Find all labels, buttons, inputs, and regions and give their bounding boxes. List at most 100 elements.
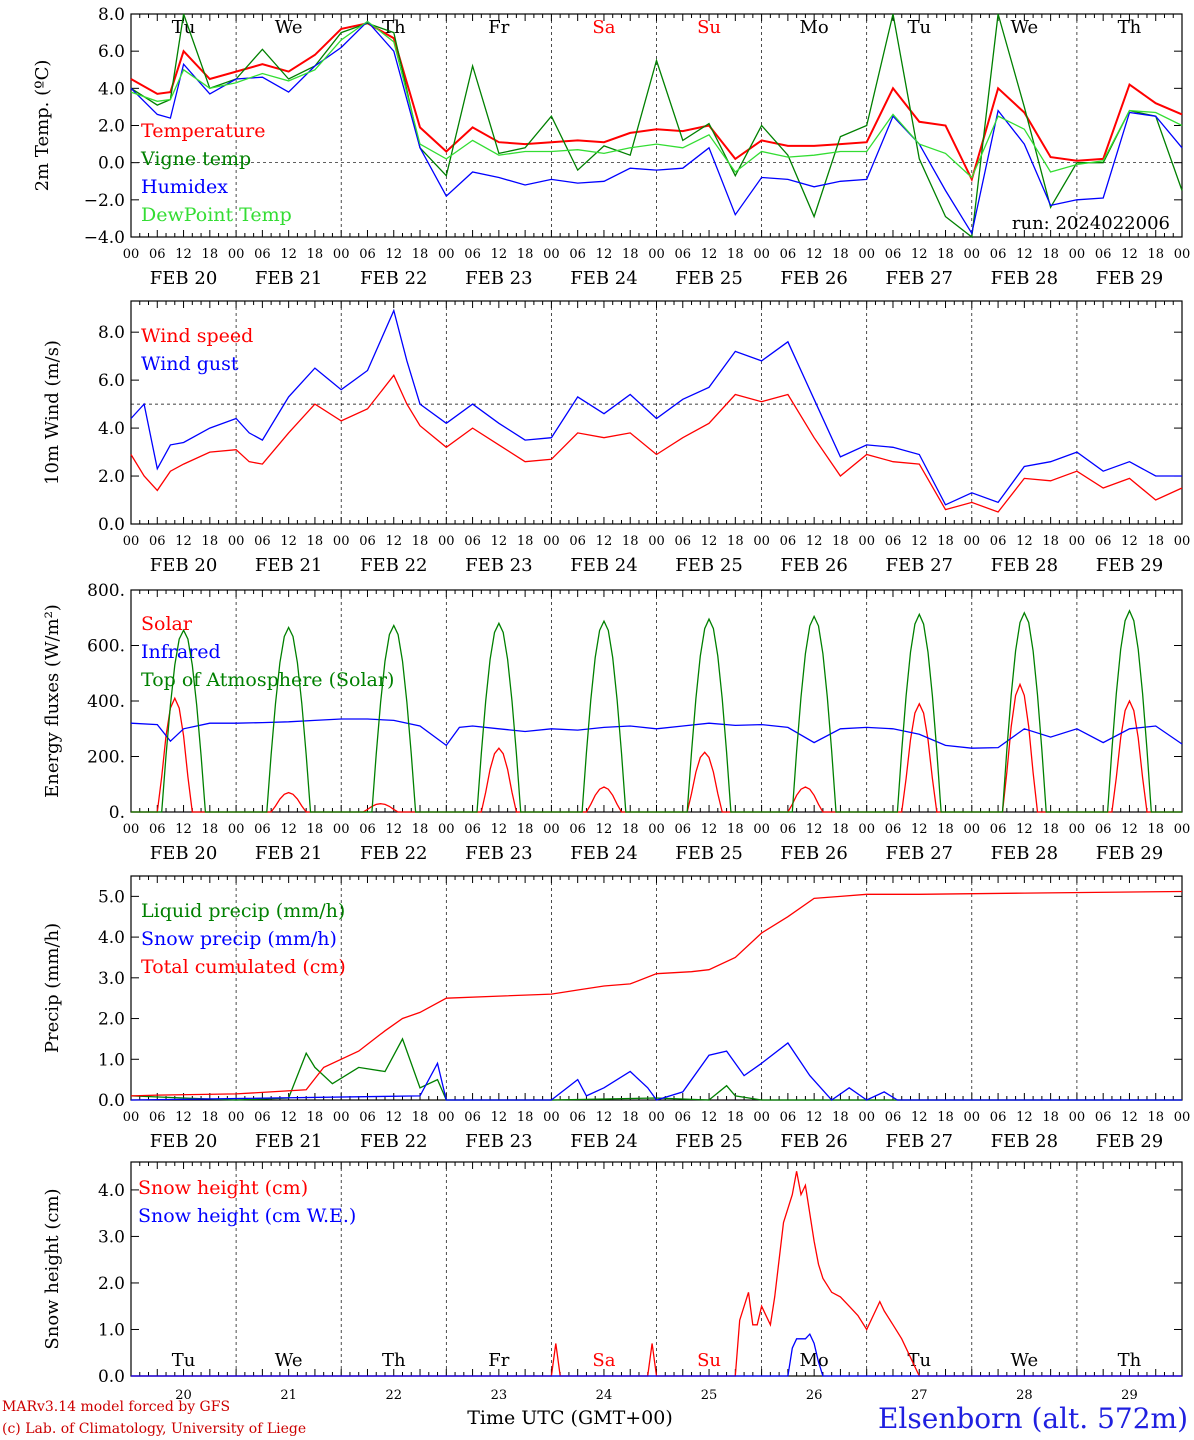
hour-label: 12 [806, 534, 823, 549]
day-number: 20 [175, 1388, 192, 1403]
hour-label: 18 [412, 247, 429, 262]
y-tick-label: 2.0 [98, 1010, 125, 1030]
day-number: 25 [701, 1388, 718, 1403]
legend-entry: Temperature [141, 120, 265, 142]
hour-label: 12 [491, 1110, 508, 1125]
y-tick-label: −2.0 [84, 191, 125, 211]
date-label: FEB 27 [886, 1131, 953, 1152]
hour-label: 06 [990, 1110, 1007, 1125]
series-wind-gust [130, 308, 1182, 506]
weekday-label: Sa [592, 17, 615, 38]
y-axis-label: Snow height (cm) [42, 1188, 63, 1349]
hour-label: 18 [517, 534, 534, 549]
hour-label: 06 [1095, 822, 1112, 837]
hour-label: 00 [1069, 247, 1086, 262]
series-top-of-atmosphere-solar- [131, 609, 1182, 813]
weekday-label: Mo [800, 1350, 829, 1371]
hour-label: 18 [412, 822, 429, 837]
hour-label: 18 [622, 534, 639, 549]
day-number: 24 [596, 1388, 613, 1403]
day-number: 21 [280, 1388, 297, 1403]
hour-label: 06 [780, 247, 797, 262]
series-vigne-temp [130, 13, 1183, 239]
hour-label: 18 [832, 247, 849, 262]
date-label: FEB 21 [255, 268, 322, 289]
day-number: 22 [385, 1388, 402, 1403]
date-label: FEB 23 [465, 555, 532, 576]
date-label: FEB 23 [465, 1131, 532, 1152]
y-tick-label: 2.0 [98, 117, 125, 137]
y-tick-label: 4.0 [98, 928, 125, 948]
hour-label: 00 [1069, 1110, 1086, 1125]
hour-label: 18 [412, 1110, 429, 1125]
hour-label: 00 [648, 1110, 665, 1125]
hour-label: 12 [1016, 247, 1033, 262]
hour-label: 18 [517, 1110, 534, 1125]
date-label: FEB 22 [360, 268, 427, 289]
legend-entry: Humidex [141, 176, 228, 198]
y-tick-label: 6.0 [98, 371, 125, 391]
y-tick-label: 8.0 [98, 5, 125, 25]
date-label: FEB 25 [675, 555, 742, 576]
hour-label: 06 [1095, 1110, 1112, 1125]
y-tick-label: 600. [87, 637, 125, 657]
date-label: FEB 25 [675, 1131, 742, 1152]
hour-label: 12 [385, 247, 402, 262]
hour-label: 12 [491, 822, 508, 837]
x-axis-title: Time UTC (GMT+00) [467, 1407, 673, 1429]
y-tick-label: 2.0 [98, 467, 125, 487]
y-axis-label: 10m Wind (m/s) [42, 340, 63, 485]
y-tick-label: 4.0 [98, 79, 125, 99]
weekday-label: Tu [172, 17, 196, 38]
hour-label: 00 [1174, 534, 1191, 549]
date-label: FEB 26 [780, 555, 847, 576]
legend-entry: Wind gust [141, 353, 239, 375]
hour-label: 06 [1095, 534, 1112, 549]
series-temperature [130, 22, 1183, 183]
date-label: FEB 27 [886, 843, 953, 864]
hour-label: 18 [1147, 1110, 1164, 1125]
panel-2: 8.0 6.0 4.0 2.0 0.0 10m Wind (m/s) 00 06 12 18 00 0… [42, 300, 1191, 576]
hour-label: 18 [937, 534, 954, 549]
hour-label: 00 [543, 1110, 560, 1125]
legend-entry: DewPoint Temp [141, 204, 292, 226]
date-label: FEB 24 [570, 843, 637, 864]
hour-label: 12 [596, 822, 613, 837]
y-axis-label: Precip (mm/h) [42, 923, 63, 1053]
hour-label: 06 [675, 247, 692, 262]
series-snow-height-cm- [131, 1171, 1182, 1377]
hour-label: 00 [753, 1110, 770, 1125]
hour-label: 12 [701, 534, 718, 549]
series-humidex [130, 20, 1183, 236]
hour-label: 12 [1121, 534, 1138, 549]
weekday-label: Tu [907, 17, 931, 38]
hour-label: 06 [885, 1110, 902, 1125]
y-tick-label: 800. [87, 581, 125, 601]
date-label: FEB 22 [360, 843, 427, 864]
day-number: 29 [1121, 1388, 1138, 1403]
hour-label: 12 [1016, 1110, 1033, 1125]
date-label: FEB 20 [150, 555, 217, 576]
hour-label: 00 [858, 822, 875, 837]
hour-label: 00 [858, 1110, 875, 1125]
legend-entry: Snow height (cm) [138, 1177, 308, 1199]
station-name: Elsenborn (alt. 572m) [878, 1402, 1188, 1435]
day-number: 28 [1016, 1388, 1033, 1403]
hour-label: 06 [464, 534, 481, 549]
hour-label: 18 [937, 822, 954, 837]
hour-label: 12 [596, 1110, 613, 1125]
hour-label: 06 [675, 534, 692, 549]
hour-label: 12 [1016, 534, 1033, 549]
hour-label: 00 [123, 822, 140, 837]
hour-label: 06 [569, 822, 586, 837]
weekday-label: Sa [592, 1350, 615, 1371]
date-label: FEB 28 [991, 268, 1058, 289]
hour-label: 12 [175, 247, 192, 262]
day-number: 23 [491, 1388, 508, 1403]
hour-label: 18 [727, 247, 744, 262]
hour-label: 18 [937, 247, 954, 262]
date-label: FEB 23 [465, 843, 532, 864]
hour-label: 06 [1095, 247, 1112, 262]
date-label: FEB 28 [991, 555, 1058, 576]
